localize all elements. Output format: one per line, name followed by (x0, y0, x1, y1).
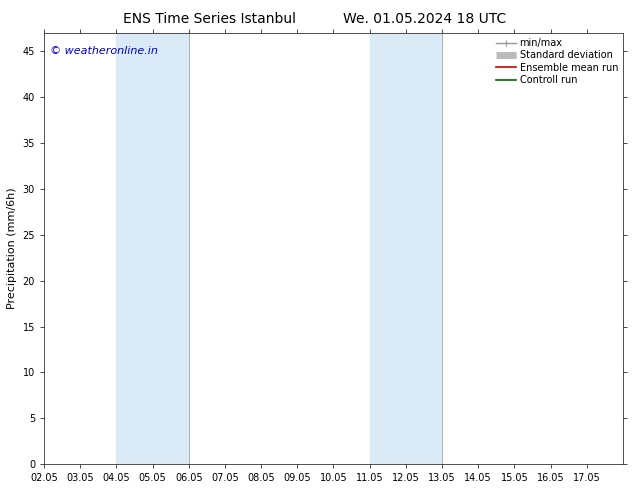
Text: ENS Time Series Istanbul: ENS Time Series Istanbul (123, 12, 295, 26)
Bar (117, 33, 189, 464)
Y-axis label: Precipitation (mm/6h): Precipitation (mm/6h) (7, 188, 17, 309)
Text: © weatheronline.in: © weatheronline.in (50, 46, 158, 56)
Text: We. 01.05.2024 18 UTC: We. 01.05.2024 18 UTC (343, 12, 507, 26)
Legend: min/max, Standard deviation, Ensemble mean run, Controll run: min/max, Standard deviation, Ensemble me… (495, 36, 620, 87)
Bar (370, 33, 442, 464)
